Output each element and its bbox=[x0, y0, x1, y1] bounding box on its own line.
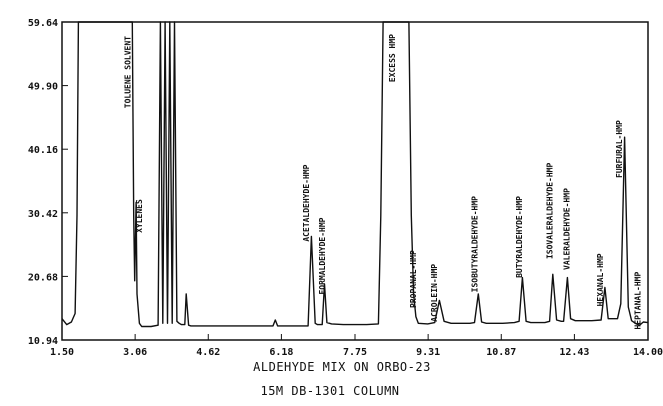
chart-title: ALDEHYDE MIX ON ORBO-23 bbox=[253, 360, 431, 374]
peak-label: HEXANAL-HMP bbox=[596, 253, 605, 306]
y-tick-label: 49.90 bbox=[28, 82, 58, 93]
x-tick-label: 3.06 bbox=[123, 347, 147, 358]
y-tick-label: 10.94 bbox=[28, 336, 58, 347]
y-tick-label: 59.64 bbox=[28, 18, 58, 29]
peak-label: XYLENES bbox=[135, 199, 144, 233]
peak-label: ISOBUTYRALDEHYDE-HMP bbox=[470, 196, 479, 293]
x-tick-label: 14.00 bbox=[633, 347, 663, 358]
x-tick-label: 10.87 bbox=[486, 347, 516, 358]
peak-label: ISOVALERALDEHYDE-HMP bbox=[545, 163, 554, 260]
y-tick-label: 20.68 bbox=[28, 272, 58, 283]
x-tick-label: 1.50 bbox=[50, 347, 74, 358]
y-tick-label: 30.42 bbox=[28, 209, 58, 220]
peak-label: BUTYRALDEHYDE-HMP bbox=[515, 196, 524, 278]
x-tick-label: 9.31 bbox=[416, 347, 440, 358]
peak-label: FURFURAL-HMP bbox=[615, 120, 624, 178]
peak-label: EXCESS HMP bbox=[388, 34, 397, 82]
peak-label-layer: TOLUENE SOLVENT XYLENES ACETALDEHYDE-HMP FO… bbox=[123, 34, 642, 330]
x-axis: 1.50 3.06 4.62 6.18 7.75 9.31 10.87 12.43 14.00 bbox=[50, 334, 663, 358]
peak-label: PROPANAL-HMP bbox=[409, 250, 418, 308]
chart-subtitle: 15M DB-1301 COLUMN bbox=[260, 384, 399, 398]
peak-label: FORMALDEHYDE-HMP bbox=[318, 217, 327, 294]
plot-frame bbox=[61, 21, 649, 341]
y-tick-label: 40.16 bbox=[28, 145, 58, 156]
peak-label: HEPTANAL-HMP bbox=[634, 272, 643, 330]
peak-label: TOLUENE SOLVENT bbox=[123, 36, 132, 108]
y-axis: 10.94 20.68 30.42 40.16 49.90 59.64 bbox=[28, 18, 68, 347]
x-tick-label: 6.18 bbox=[269, 347, 293, 358]
peak-label: ACROLEIN-HMP bbox=[430, 264, 439, 322]
x-tick-label: 7.75 bbox=[343, 347, 367, 358]
x-tick-label: 12.43 bbox=[559, 347, 589, 358]
x-tick-label: 4.62 bbox=[196, 347, 220, 358]
peak-label: VALERALDEHYDE-HMP bbox=[563, 188, 572, 270]
trace-layer bbox=[61, 21, 649, 328]
peak-label: ACETALDEHYDE-HMP bbox=[302, 164, 311, 241]
series-line-0 bbox=[61, 21, 649, 328]
